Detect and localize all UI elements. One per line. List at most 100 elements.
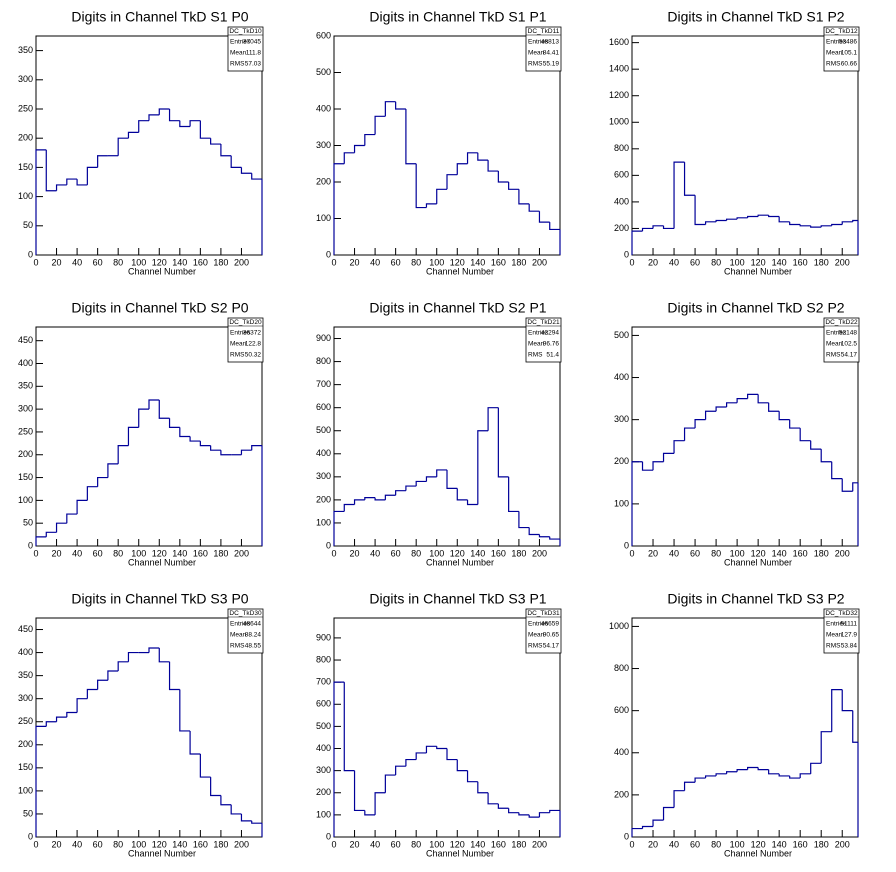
plot-frame	[35, 35, 263, 256]
histogram-bin	[364, 810, 376, 816]
stats-label: Mean	[826, 50, 843, 57]
x-tick-label: 140	[172, 257, 187, 267]
histogram-bin	[466, 770, 478, 783]
stats-value: 102.5	[841, 341, 858, 348]
chart-title: Digits in Channel TkD S3 P2	[667, 591, 844, 607]
chart-title: Digits in Channel TkD S3 P1	[369, 591, 546, 607]
histogram-bin	[158, 400, 170, 419]
x-tick-label: 200	[835, 839, 850, 849]
histogram-bin	[528, 203, 540, 212]
histogram-bin	[374, 497, 386, 501]
histogram-bin	[631, 827, 643, 837]
stats-box	[525, 26, 562, 72]
histogram-bin	[158, 647, 170, 663]
histogram-bin	[343, 152, 355, 164]
plot-frame	[333, 326, 561, 547]
histogram-bin	[852, 482, 858, 492]
histogram-bin	[789, 775, 801, 779]
x-tick-label: 140	[772, 548, 787, 558]
plot-frame	[35, 326, 263, 547]
x-tick-label: 40	[72, 257, 82, 267]
x-tick-label: 120	[152, 257, 167, 267]
x-tick-label: 160	[491, 839, 506, 849]
x-tick-label: 100	[131, 257, 146, 267]
y-tick-label: 800	[316, 356, 331, 366]
histogram-bin	[768, 215, 780, 218]
histogram-bin	[405, 109, 417, 165]
histogram-bin	[518, 511, 530, 529]
x-tick-label: 80	[113, 257, 123, 267]
y-tick-label: 350	[18, 670, 33, 680]
x-tick-label: 160	[193, 548, 208, 558]
histogram-bin	[810, 440, 822, 450]
histogram-bin	[528, 814, 540, 818]
histogram-bin	[652, 225, 664, 229]
stats-label: Mean	[528, 50, 545, 57]
stats-box	[525, 608, 562, 654]
x-tick-label: 100	[429, 257, 444, 267]
y-tick-label: 200	[18, 739, 33, 749]
histogram-bin	[66, 178, 78, 185]
x-tick-label: 40	[72, 839, 82, 849]
plot-frame	[631, 35, 859, 256]
histogram-bin	[251, 173, 262, 180]
y-tick-label: 200	[18, 133, 33, 143]
histogram-bin	[497, 803, 509, 809]
stats-value: 122.8	[245, 341, 262, 348]
histogram-bin	[852, 219, 858, 222]
x-tick-label: 20	[648, 839, 658, 849]
y-tick-label: 250	[18, 103, 33, 113]
chart-title: Digits in Channel TkD S2 P0	[71, 300, 248, 316]
stats-title: DC_TkD20	[229, 319, 262, 326]
y-tick-label: 150	[18, 162, 33, 172]
x-axis-label: Channel Number	[128, 848, 196, 858]
x-tick-label: 140	[172, 839, 187, 849]
x-axis-label: Channel Number	[128, 557, 196, 567]
y-tick-label: 500	[614, 330, 629, 340]
x-tick-label: 0	[331, 548, 336, 558]
histogram-bin	[384, 494, 396, 500]
x-tick-label: 180	[213, 548, 228, 558]
histogram-bin	[395, 101, 406, 110]
histogram-bin	[168, 418, 180, 428]
histogram-bin	[726, 402, 738, 408]
x-tick-label: 200	[835, 548, 850, 558]
histogram-bin	[757, 767, 769, 771]
histogram-bin	[97, 155, 108, 168]
stats-label: RMS	[230, 643, 245, 650]
stats-label: Mean	[230, 341, 247, 348]
histogram-bin	[641, 461, 654, 471]
histogram-bin	[353, 770, 365, 812]
y-tick-label: 0	[326, 831, 331, 841]
stats-value: 111.8	[246, 50, 262, 57]
histogram-bin	[45, 721, 57, 727]
histogram-bin	[127, 651, 139, 662]
histogram-bin	[538, 534, 550, 538]
x-axis-label: Channel Number	[426, 557, 494, 567]
stats-label: Entries	[826, 39, 847, 46]
histogram-bin	[715, 773, 727, 776]
stats-value: 46659	[541, 621, 559, 628]
x-tick-label: 140	[470, 257, 485, 267]
y-tick-label: 300	[316, 765, 331, 775]
y-tick-label: 150	[18, 472, 33, 482]
histogram-bin	[220, 450, 232, 456]
histogram-bin	[704, 775, 717, 779]
x-tick-label: 60	[391, 548, 401, 558]
histogram-bin	[210, 445, 221, 451]
histogram-bin	[240, 167, 252, 174]
x-tick-label: 100	[429, 548, 444, 558]
y-tick-label: 200	[316, 176, 331, 186]
y-tick-label: 0	[28, 831, 33, 841]
histogram-bin	[35, 725, 47, 837]
histogram-bin	[353, 499, 365, 505]
y-tick-label: 400	[614, 196, 629, 206]
x-tick-label: 80	[711, 839, 721, 849]
x-tick-label: 0	[331, 257, 336, 267]
x-tick-label: 60	[93, 548, 103, 558]
x-tick-label: 200	[532, 548, 547, 558]
x-tick-label: 160	[491, 257, 506, 267]
histogram-bin	[230, 155, 242, 168]
x-tick-label: 180	[814, 548, 829, 558]
y-tick-label: 450	[18, 624, 33, 634]
